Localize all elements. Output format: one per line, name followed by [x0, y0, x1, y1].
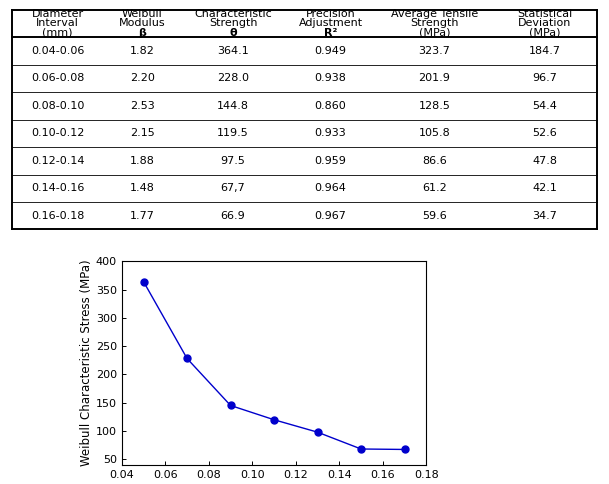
Text: β: β: [138, 28, 146, 38]
Text: 2.53: 2.53: [130, 101, 155, 111]
Text: Statistical: Statistical: [517, 9, 572, 19]
Text: 97.5: 97.5: [220, 156, 245, 166]
Text: 86.6: 86.6: [422, 156, 447, 166]
Text: 2.15: 2.15: [130, 128, 155, 138]
Text: 42.1: 42.1: [532, 183, 557, 193]
Text: 59.6: 59.6: [422, 211, 447, 221]
Text: 1.88: 1.88: [130, 156, 155, 166]
Text: Average Tensile: Average Tensile: [391, 9, 478, 19]
Text: 0.06-0.08: 0.06-0.08: [31, 74, 84, 83]
Text: 2.20: 2.20: [130, 74, 155, 83]
Text: 0.933: 0.933: [315, 128, 347, 138]
Text: 144.8: 144.8: [217, 101, 249, 111]
Y-axis label: Weibull Characteristic Stress (MPa): Weibull Characteristic Stress (MPa): [80, 260, 93, 466]
Text: Modulus: Modulus: [119, 18, 166, 29]
Text: 0.08-0.10: 0.08-0.10: [31, 101, 84, 111]
Text: 128.5: 128.5: [418, 101, 451, 111]
Text: θ: θ: [229, 28, 237, 38]
Text: Strength: Strength: [410, 18, 459, 29]
Text: 0.14-0.16: 0.14-0.16: [31, 183, 84, 193]
Text: 0.967: 0.967: [314, 211, 347, 221]
Text: 119.5: 119.5: [217, 128, 249, 138]
Text: 184.7: 184.7: [529, 46, 561, 56]
Text: Deviation: Deviation: [518, 18, 571, 29]
Text: Precision: Precision: [306, 9, 356, 19]
Text: 201.9: 201.9: [418, 74, 451, 83]
Text: R²: R²: [324, 28, 337, 38]
Text: (MPa): (MPa): [418, 28, 450, 38]
Text: 1.82: 1.82: [130, 46, 155, 56]
Text: Adjustment: Adjustment: [298, 18, 362, 29]
Text: 323.7: 323.7: [418, 46, 451, 56]
Text: 1.77: 1.77: [130, 211, 155, 221]
Text: 47.8: 47.8: [532, 156, 557, 166]
Text: 54.4: 54.4: [532, 101, 557, 111]
Text: Weibull: Weibull: [122, 9, 163, 19]
Text: Characteristic: Characteristic: [194, 9, 272, 19]
Text: (mm): (mm): [43, 28, 73, 38]
Text: 0.860: 0.860: [315, 101, 347, 111]
Text: 0.16-0.18: 0.16-0.18: [31, 211, 84, 221]
Text: 0.10-0.12: 0.10-0.12: [31, 128, 84, 138]
Text: 61.2: 61.2: [422, 183, 447, 193]
Text: Interval: Interval: [36, 18, 79, 29]
Text: 34.7: 34.7: [532, 211, 557, 221]
Text: 0.964: 0.964: [314, 183, 347, 193]
Text: 0.959: 0.959: [314, 156, 347, 166]
Text: 364.1: 364.1: [217, 46, 249, 56]
Text: 0.04-0.06: 0.04-0.06: [31, 46, 84, 56]
Text: 228.0: 228.0: [217, 74, 249, 83]
Text: Strength: Strength: [209, 18, 257, 29]
Text: Diameter: Diameter: [32, 9, 83, 19]
Text: 66.9: 66.9: [220, 211, 245, 221]
Text: 105.8: 105.8: [418, 128, 450, 138]
Text: 96.7: 96.7: [532, 74, 557, 83]
Text: 1.48: 1.48: [130, 183, 155, 193]
Text: 67,7: 67,7: [220, 183, 245, 193]
Text: (MPa): (MPa): [529, 28, 561, 38]
Text: 0.12-0.14: 0.12-0.14: [31, 156, 85, 166]
Text: 0.938: 0.938: [314, 74, 347, 83]
Text: 0.949: 0.949: [314, 46, 347, 56]
Text: 52.6: 52.6: [532, 128, 557, 138]
